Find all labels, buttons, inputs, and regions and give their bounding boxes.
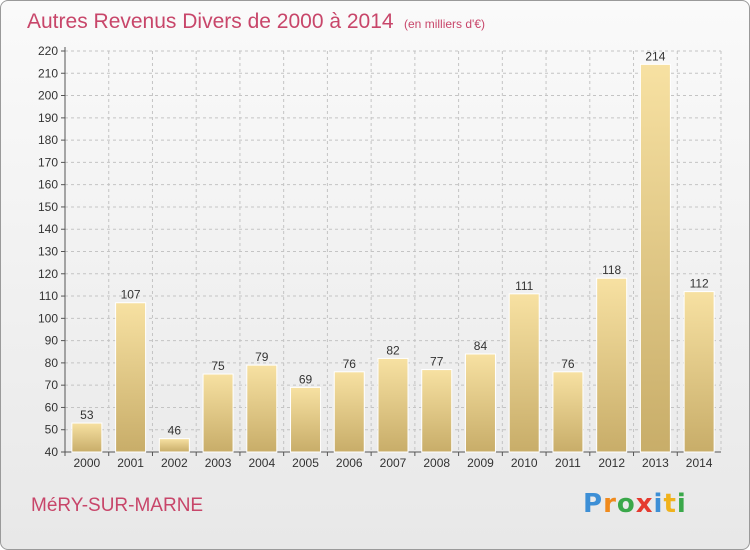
y-tick-label: 130	[38, 245, 58, 259]
data-label: 118	[602, 263, 621, 277]
y-tick-label: 220	[38, 44, 58, 58]
y-tick-label: 140	[38, 222, 58, 236]
x-tick-label: 2005	[292, 456, 319, 470]
y-tick-label: 200	[38, 89, 58, 103]
data-label: 46	[168, 424, 182, 438]
y-tick-label: 190	[38, 111, 58, 125]
data-label: 84	[474, 339, 488, 353]
logo-letter: t	[663, 489, 677, 519]
data-label: 214	[645, 49, 665, 63]
bar	[290, 386, 322, 453]
bar	[508, 293, 540, 453]
bar	[421, 369, 453, 453]
x-tick-label: 2004	[248, 456, 275, 470]
x-tick-label: 2010	[511, 456, 538, 470]
y-tick-label: 90	[45, 334, 59, 348]
bar	[158, 438, 190, 453]
data-label: 69	[299, 372, 313, 386]
bar	[552, 371, 584, 453]
bar	[596, 277, 628, 453]
bars	[71, 63, 715, 453]
y-tick-label: 100	[38, 311, 58, 325]
x-tick-label: 2009	[467, 456, 494, 470]
bar	[377, 357, 409, 453]
y-tick-label: 110	[39, 289, 58, 303]
x-tick-label: 2006	[336, 456, 363, 470]
logo-letter: o	[616, 489, 636, 519]
logo-letter: P	[583, 489, 604, 519]
proxiti-logo: Proxiti	[583, 489, 687, 519]
y-tick-label: 70	[45, 378, 59, 392]
x-tick-label: 2002	[161, 456, 188, 470]
data-label: 76	[343, 357, 357, 371]
bar	[683, 291, 715, 453]
x-tick-label: 2014	[686, 456, 713, 470]
bar	[333, 371, 365, 453]
chart-title: Autres Revenus Divers de 2000 à 2014 (en…	[27, 10, 485, 34]
y-tick-label: 40	[45, 445, 59, 459]
y-tick-label: 50	[45, 423, 59, 437]
y-tick-label: 210	[38, 66, 58, 80]
y-tick-label: 80	[45, 356, 59, 370]
data-labels: 53 107 46 75 79 69 76 82 77 84 111 76 118 214 112	[80, 49, 709, 437]
y-tick-label: 150	[38, 200, 58, 214]
y-tick-label: 170	[38, 155, 58, 169]
y-tick-label: 160	[38, 178, 58, 192]
data-label: 75	[211, 359, 225, 373]
commune-name: MéRY-SUR-MARNE	[31, 495, 204, 516]
x-tick-label: 2007	[380, 456, 407, 470]
bar	[639, 63, 671, 453]
logo-letter: i	[676, 489, 687, 519]
data-label: 107	[121, 288, 141, 302]
data-label: 77	[430, 355, 444, 369]
y-tick-label: 180	[38, 133, 58, 147]
bar	[246, 364, 278, 453]
x-tick-label: 2013	[642, 456, 669, 470]
data-label: 76	[561, 357, 575, 371]
logo-letter: x	[635, 489, 654, 519]
axes: 40 50 60 70 80 90 100 110 120 130 140 150 160 170 180 1…	[38, 44, 721, 470]
bar	[71, 422, 103, 453]
x-tick-label: 2008	[423, 456, 450, 470]
x-tick-label: 2000	[74, 456, 101, 470]
bar	[464, 353, 496, 453]
title-main: Autres Revenus Divers de 2000 à 2014	[27, 10, 394, 33]
title-subtitle: (en milliers d'€)	[404, 17, 485, 31]
data-label: 79	[255, 350, 269, 364]
bar	[115, 302, 147, 453]
data-label: 82	[386, 343, 400, 357]
y-tick-label: 60	[45, 400, 59, 414]
y-tick-label: 120	[38, 267, 58, 281]
x-tick-label: 2003	[205, 456, 232, 470]
logo-letter: i	[653, 489, 664, 519]
x-tick-label: 2011	[555, 456, 581, 470]
data-label: 53	[80, 408, 94, 422]
data-label: 112	[690, 277, 709, 291]
bar	[202, 373, 234, 453]
x-tick-label: 2012	[598, 456, 625, 470]
logo-letter: r	[603, 489, 617, 519]
data-label: 111	[515, 279, 534, 293]
x-tick-label: 2001	[117, 456, 144, 470]
